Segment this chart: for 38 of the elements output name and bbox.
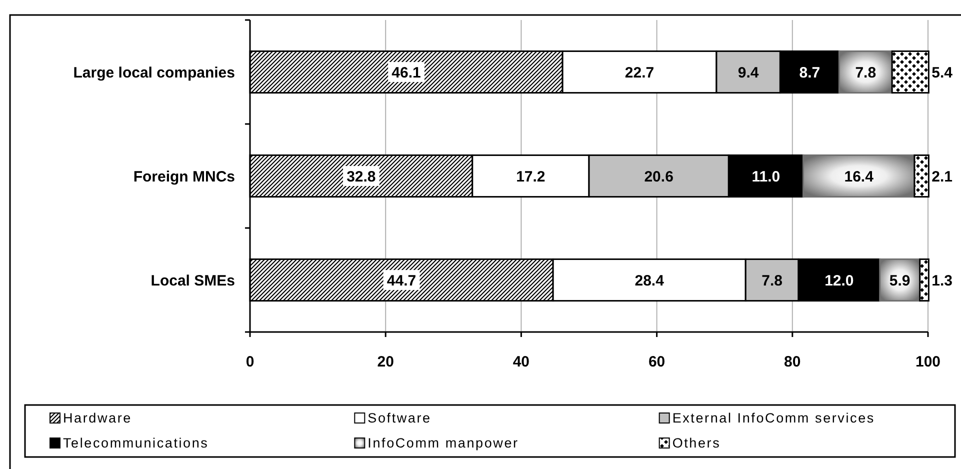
legend-label: Software [368, 410, 432, 426]
data-label: 32.8 [346, 168, 376, 186]
x-tick-label: 100 [915, 353, 941, 370]
data-label: 1.3 [932, 272, 953, 290]
legend-label: External InfoComm services [672, 410, 875, 426]
legend-label: InfoComm manpower [368, 436, 519, 451]
data-label: 8.7 [799, 64, 820, 82]
bar [914, 154, 930, 198]
data-label: 16.4 [844, 168, 874, 186]
data-label: 7.8 [762, 272, 782, 290]
bar [802, 154, 916, 198]
data-label: 17.2 [516, 168, 546, 186]
data-label: 9.4 [738, 64, 760, 82]
bar [838, 50, 893, 94]
bar [891, 50, 930, 94]
x-tick-label: 80 [784, 353, 801, 370]
bar [919, 258, 930, 302]
data-label: 28.4 [634, 272, 665, 290]
data-label: 2.1 [932, 168, 953, 186]
x-tick-label: 20 [377, 353, 394, 370]
data-label: 22.7 [624, 64, 654, 82]
data-label: 7.8 [855, 64, 876, 82]
data-label: 5.9 [889, 272, 910, 290]
legend-label: Others [672, 436, 721, 451]
data-label: 20.6 [644, 168, 674, 186]
y-tick-label: Large local companies [73, 64, 235, 82]
x-tick-label: 0 [246, 353, 254, 370]
x-tick-label: 60 [648, 353, 666, 370]
data-label: 46.1 [392, 64, 421, 82]
legend-label: Hardware [63, 410, 132, 426]
data-label: 11.0 [752, 168, 780, 186]
y-tick-label: Local SMEs [150, 272, 235, 290]
legend-label: Telecommunications [63, 436, 209, 451]
data-label: 12.0 [824, 272, 854, 290]
data-label: 44.7 [386, 272, 416, 290]
data-label: 5.4 [932, 64, 954, 82]
x-tick-label: 40 [512, 353, 530, 370]
y-tick-label: Foreign MNCs [133, 168, 235, 186]
